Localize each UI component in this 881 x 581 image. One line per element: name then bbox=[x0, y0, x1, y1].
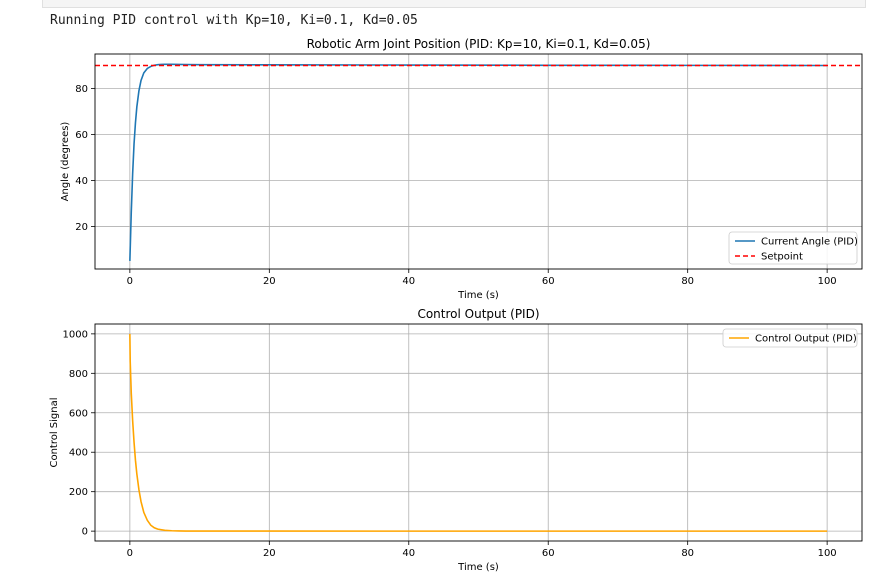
chart2-xtick-label: 100 bbox=[818, 548, 837, 559]
chart1-legend-box bbox=[728, 231, 858, 265]
chart2-xtick-label: 20 bbox=[263, 548, 276, 559]
chart1-ytick-label: 20 bbox=[75, 222, 88, 233]
chart1-xtick-label: 60 bbox=[542, 276, 555, 287]
chart2-title: Control Output (PID) bbox=[417, 307, 539, 321]
chart2-xtick-label: 0 bbox=[127, 548, 133, 559]
chart2-ylabel: Control Signal bbox=[49, 397, 60, 467]
chart2-series-0-line bbox=[129, 333, 828, 532]
chart1-ylabel: Angle (degrees) bbox=[60, 122, 71, 202]
chart1-xtick-label: 80 bbox=[681, 276, 694, 287]
chart1-legend-label: Current Angle (PID) bbox=[761, 237, 858, 248]
previous-cell-strip bbox=[42, 0, 866, 8]
chart1-title: Robotic Arm Joint Position (PID: Kp=10, … bbox=[307, 37, 651, 51]
chart2-legend-label: Control Output (PID) bbox=[755, 334, 857, 345]
chart2-plot bbox=[91, 323, 863, 545]
chart2-ytick-label: 400 bbox=[69, 448, 88, 459]
chart2-legend-box bbox=[722, 328, 858, 348]
chart1-ytick-label: 60 bbox=[75, 130, 88, 141]
chart1-ytick-label: 80 bbox=[75, 84, 88, 95]
chart2-ytick-label: 600 bbox=[69, 408, 88, 419]
chart1-xtick-label: 40 bbox=[402, 276, 415, 287]
chart1-plot bbox=[91, 53, 863, 273]
chart2-xtick-label: 40 bbox=[402, 548, 415, 559]
chart2-ytick-label: 200 bbox=[69, 487, 88, 498]
chart1-xlabel: Time (s) bbox=[457, 290, 499, 301]
chart2-ytick-label: 1000 bbox=[63, 329, 88, 340]
stdout-text: Running PID control with Kp=10, Ki=0.1, … bbox=[50, 13, 418, 28]
chart2-xlabel: Time (s) bbox=[457, 562, 499, 573]
chart1-axes-frame bbox=[94, 53, 863, 270]
chart1-xtick-label: 100 bbox=[818, 276, 837, 287]
chart2-ytick-label: 0 bbox=[82, 527, 88, 538]
chart2-ytick-label: 800 bbox=[69, 369, 88, 380]
chart1-series-0-line bbox=[129, 63, 828, 261]
chart1-ytick-label: 40 bbox=[75, 176, 88, 187]
chart1-xtick-label: 20 bbox=[263, 276, 276, 287]
chart2-axes-frame bbox=[94, 323, 863, 542]
chart1-legend-label: Setpoint bbox=[761, 252, 803, 263]
chart2-xtick-label: 60 bbox=[542, 548, 555, 559]
chart1-xtick-label: 0 bbox=[127, 276, 133, 287]
chart2-xtick-label: 80 bbox=[681, 548, 694, 559]
